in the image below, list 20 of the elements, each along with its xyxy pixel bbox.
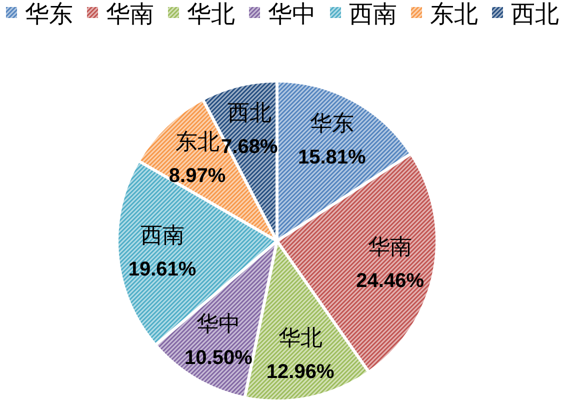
slice-label: 华东 — [310, 110, 354, 136]
legend-label: 西南 — [349, 2, 397, 28]
data-label: 24.46% — [356, 270, 424, 292]
legend-label: 华北 — [187, 2, 235, 28]
legend-label: 东北 — [430, 1, 478, 28]
legend-label: 华南 — [106, 2, 154, 28]
legend-label: 西北 — [511, 2, 559, 28]
data-label: 12.96% — [266, 360, 334, 383]
data-label: 8.97% — [168, 164, 226, 187]
slice-label: 华南 — [368, 234, 412, 259]
slice-label: 华中 — [196, 311, 240, 336]
slice-label: 东北 — [175, 128, 220, 154]
slice-label: 西北 — [227, 100, 272, 126]
legend-label: 华中 — [268, 2, 316, 28]
data-label: 19.61% — [128, 258, 196, 281]
data-label: 15.81% — [298, 146, 366, 169]
legend-label: 华东 — [25, 1, 73, 28]
data-label: 10.50% — [184, 347, 253, 370]
slice-label: 西南 — [140, 222, 184, 248]
slice-label: 华北 — [278, 324, 322, 350]
